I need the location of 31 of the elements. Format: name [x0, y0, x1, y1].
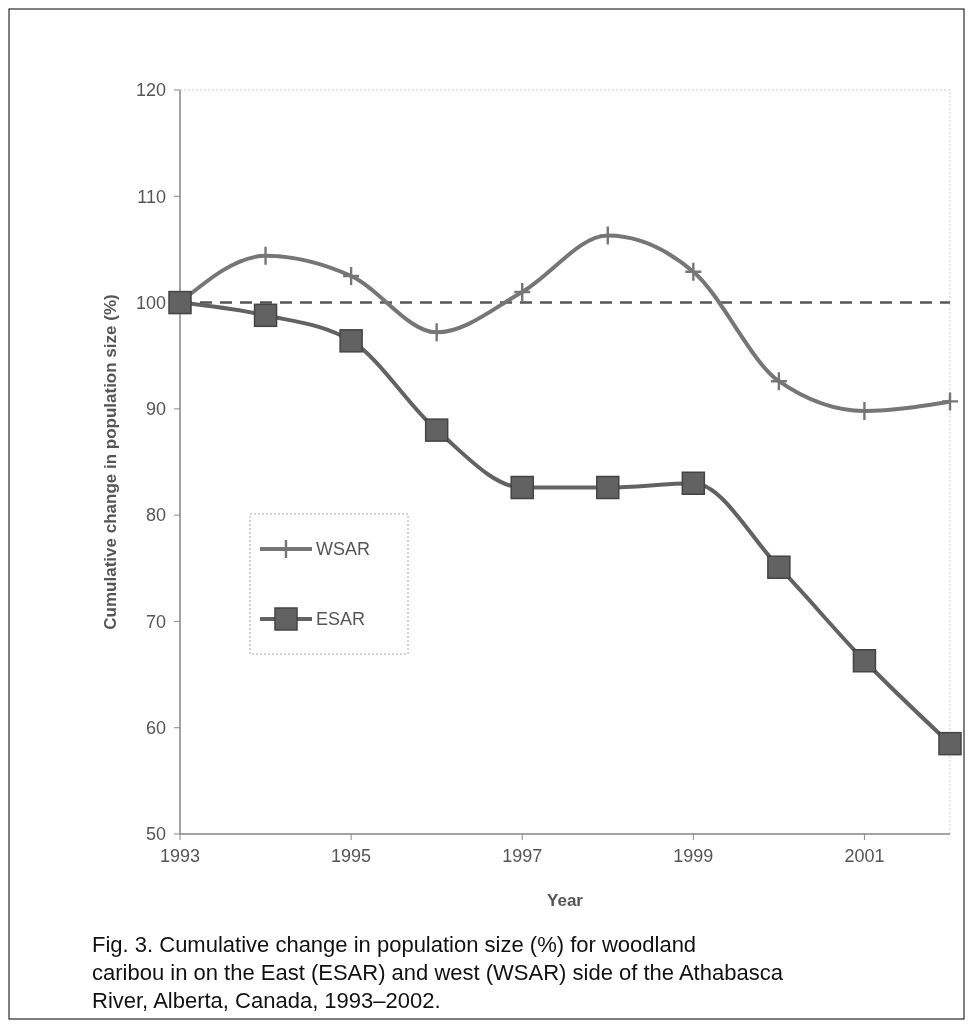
legend-label: ESAR: [316, 609, 366, 630]
point: [253, 303, 278, 328]
x-tick-label: 1995: [331, 846, 372, 866]
y-tick-label: 60: [145, 718, 166, 739]
x-tick-label: 1993: [159, 846, 201, 866]
y-tick-label: 90: [145, 399, 166, 420]
y-tick-label: 120: [135, 80, 166, 101]
point: [942, 392, 958, 411]
x-axis-title: Year: [547, 891, 584, 910]
point: [681, 471, 706, 496]
x-tick-label: 1997: [502, 846, 543, 866]
point: [510, 475, 534, 500]
point: [424, 418, 449, 442]
legend-label: WSAR: [316, 539, 370, 560]
point: [852, 649, 877, 673]
point: [339, 329, 363, 353]
point: [596, 475, 620, 500]
point: [767, 555, 791, 579]
y-tick-label: 70: [145, 611, 166, 632]
point: [685, 262, 702, 281]
y-axis-title: Cumulative change in population size (%): [101, 294, 120, 630]
point: [938, 731, 962, 756]
y-tick-label: 100: [135, 292, 166, 313]
point: [856, 401, 873, 420]
y-tick-label: 50: [145, 824, 166, 845]
caption: Fig. 3. Cumulative change in population size (%) for woodland caribou in on the East (ESAR) and west (WSAR) side of the Athabasca River, Alberta, Canada, 1993–2002.: [92, 932, 784, 1013]
point: [168, 290, 192, 315]
x-tick-label: 1999: [673, 846, 714, 866]
y-tick-label: 80: [145, 505, 166, 526]
y-tick-label: 110: [137, 186, 166, 207]
x-tick-label: 2001: [844, 846, 885, 866]
